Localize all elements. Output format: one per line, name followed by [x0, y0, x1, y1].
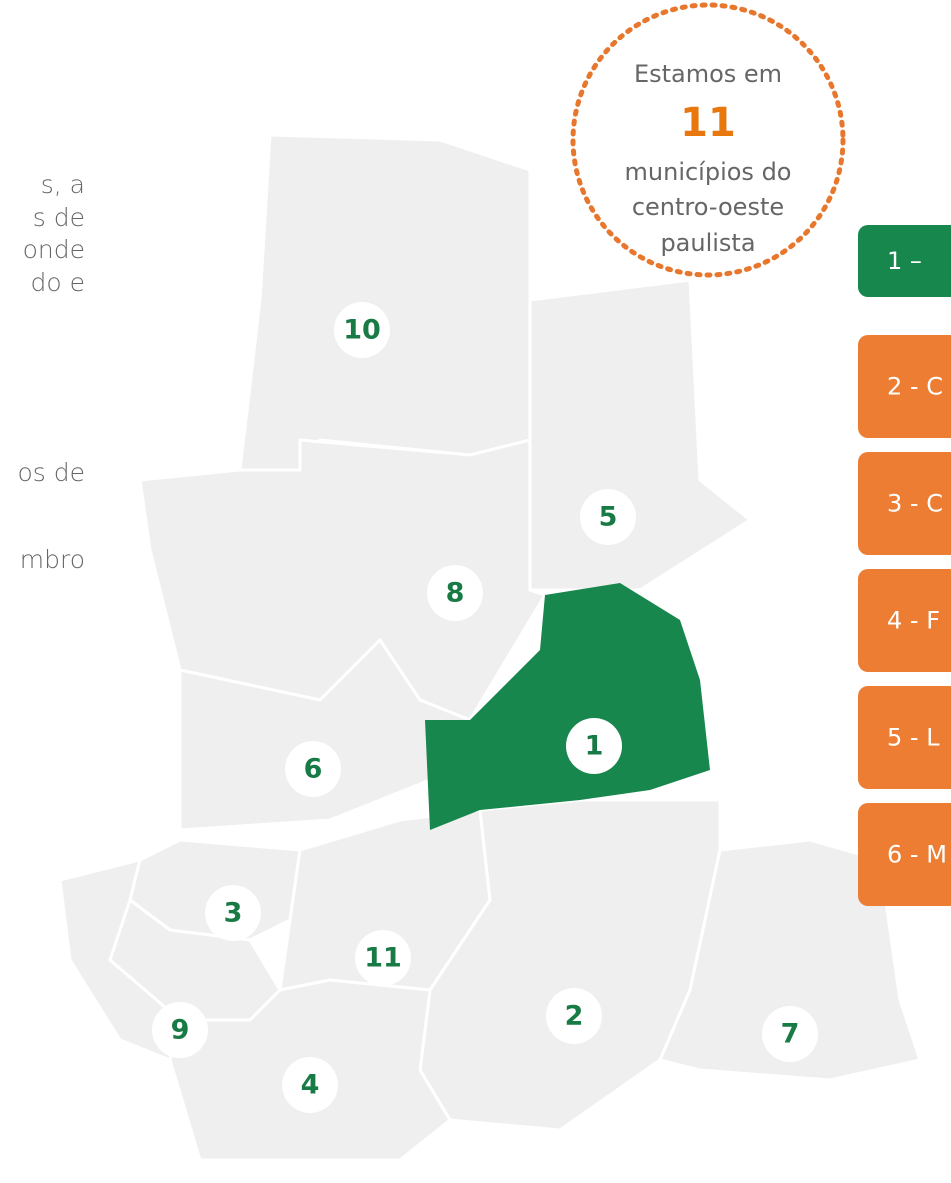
map-label-circle	[427, 565, 483, 621]
map-label-circle	[580, 489, 636, 545]
menu-label[interactable]: 4 - F	[887, 607, 940, 635]
map-label: 7	[781, 1019, 800, 1050]
map-label: 9	[171, 1015, 190, 1046]
menu-label[interactable]: 6 - M	[887, 841, 947, 869]
map-label-circle	[762, 1006, 818, 1062]
map-label-circle	[546, 988, 602, 1044]
map-label: 5	[599, 502, 618, 533]
map-label-circle	[152, 1002, 208, 1058]
paragraph-text: mbro	[20, 545, 85, 574]
menu-button[interactable]	[858, 225, 951, 297]
menu-button[interactable]	[858, 686, 951, 789]
map-label: 11	[364, 943, 402, 974]
menu-item[interactable]: 5 - L	[858, 686, 951, 789]
menu-item[interactable]: 4 - F	[858, 569, 951, 672]
map-label: 2	[565, 1001, 584, 1032]
menu-label[interactable]: 3 - C	[887, 490, 943, 518]
menu-item[interactable]: 1 –	[858, 225, 951, 297]
highlighted-region	[425, 583, 710, 830]
region	[657, 838, 922, 1082]
badge-number: 11	[680, 100, 736, 146]
menu-item[interactable]: 6 - M	[858, 803, 951, 906]
map-label-circle	[285, 741, 341, 797]
menu-item[interactable]: 3 - C	[858, 452, 951, 555]
menu-button[interactable]	[858, 569, 951, 672]
region	[528, 278, 753, 592]
map-label: 10	[343, 315, 381, 346]
badge: Estamos em 11 municípios do centro-oeste…	[570, 2, 846, 278]
map-label: 3	[224, 898, 243, 929]
menu-button[interactable]	[858, 803, 951, 906]
map-label: 8	[446, 578, 465, 609]
paragraph-text: onde	[23, 235, 85, 264]
paragraph-text: s de	[33, 203, 85, 232]
badge-text: paulista	[660, 229, 755, 257]
menu-button[interactable]	[858, 335, 951, 438]
map-label-circle	[355, 930, 411, 986]
menu-item[interactable]: 2 - C	[858, 335, 951, 438]
map-label-circle	[334, 302, 390, 358]
menu-label[interactable]: 1 –	[887, 247, 922, 275]
badge-text: centro-oeste	[632, 193, 784, 221]
badge-text: municípios do	[625, 158, 792, 186]
map-label-circle	[566, 718, 622, 774]
menu-label[interactable]: 2 - C	[887, 373, 943, 401]
region	[238, 133, 532, 472]
paragraph-text: do e	[31, 268, 86, 297]
badge-text: Estamos em	[634, 60, 782, 88]
map-label-circle	[282, 1057, 338, 1113]
region	[418, 798, 722, 1132]
map-label-circle	[205, 885, 261, 941]
badge-circle	[570, 2, 846, 278]
map-label: 4	[301, 1070, 320, 1101]
map-label: 6	[304, 754, 323, 785]
menu-label[interactable]: 5 - L	[887, 724, 940, 752]
map-label: 1	[585, 731, 604, 762]
menu-button[interactable]	[858, 452, 951, 555]
paragraph-text: os de	[17, 458, 85, 487]
paragraph-text: s, a	[41, 170, 85, 199]
